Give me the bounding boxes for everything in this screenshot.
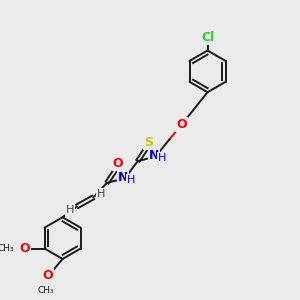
Text: CH₃: CH₃ xyxy=(38,286,55,295)
Text: O: O xyxy=(19,242,30,255)
Text: H: H xyxy=(127,175,136,185)
Text: N: N xyxy=(118,171,128,184)
Text: CH₃: CH₃ xyxy=(0,244,14,253)
Text: Cl: Cl xyxy=(201,31,214,44)
Text: O: O xyxy=(43,269,53,282)
Text: H: H xyxy=(158,153,166,163)
Text: S: S xyxy=(144,136,153,148)
Text: O: O xyxy=(112,157,123,170)
Text: N: N xyxy=(149,149,159,162)
Text: O: O xyxy=(176,118,187,131)
Text: H: H xyxy=(66,205,74,215)
Text: H: H xyxy=(96,189,105,199)
